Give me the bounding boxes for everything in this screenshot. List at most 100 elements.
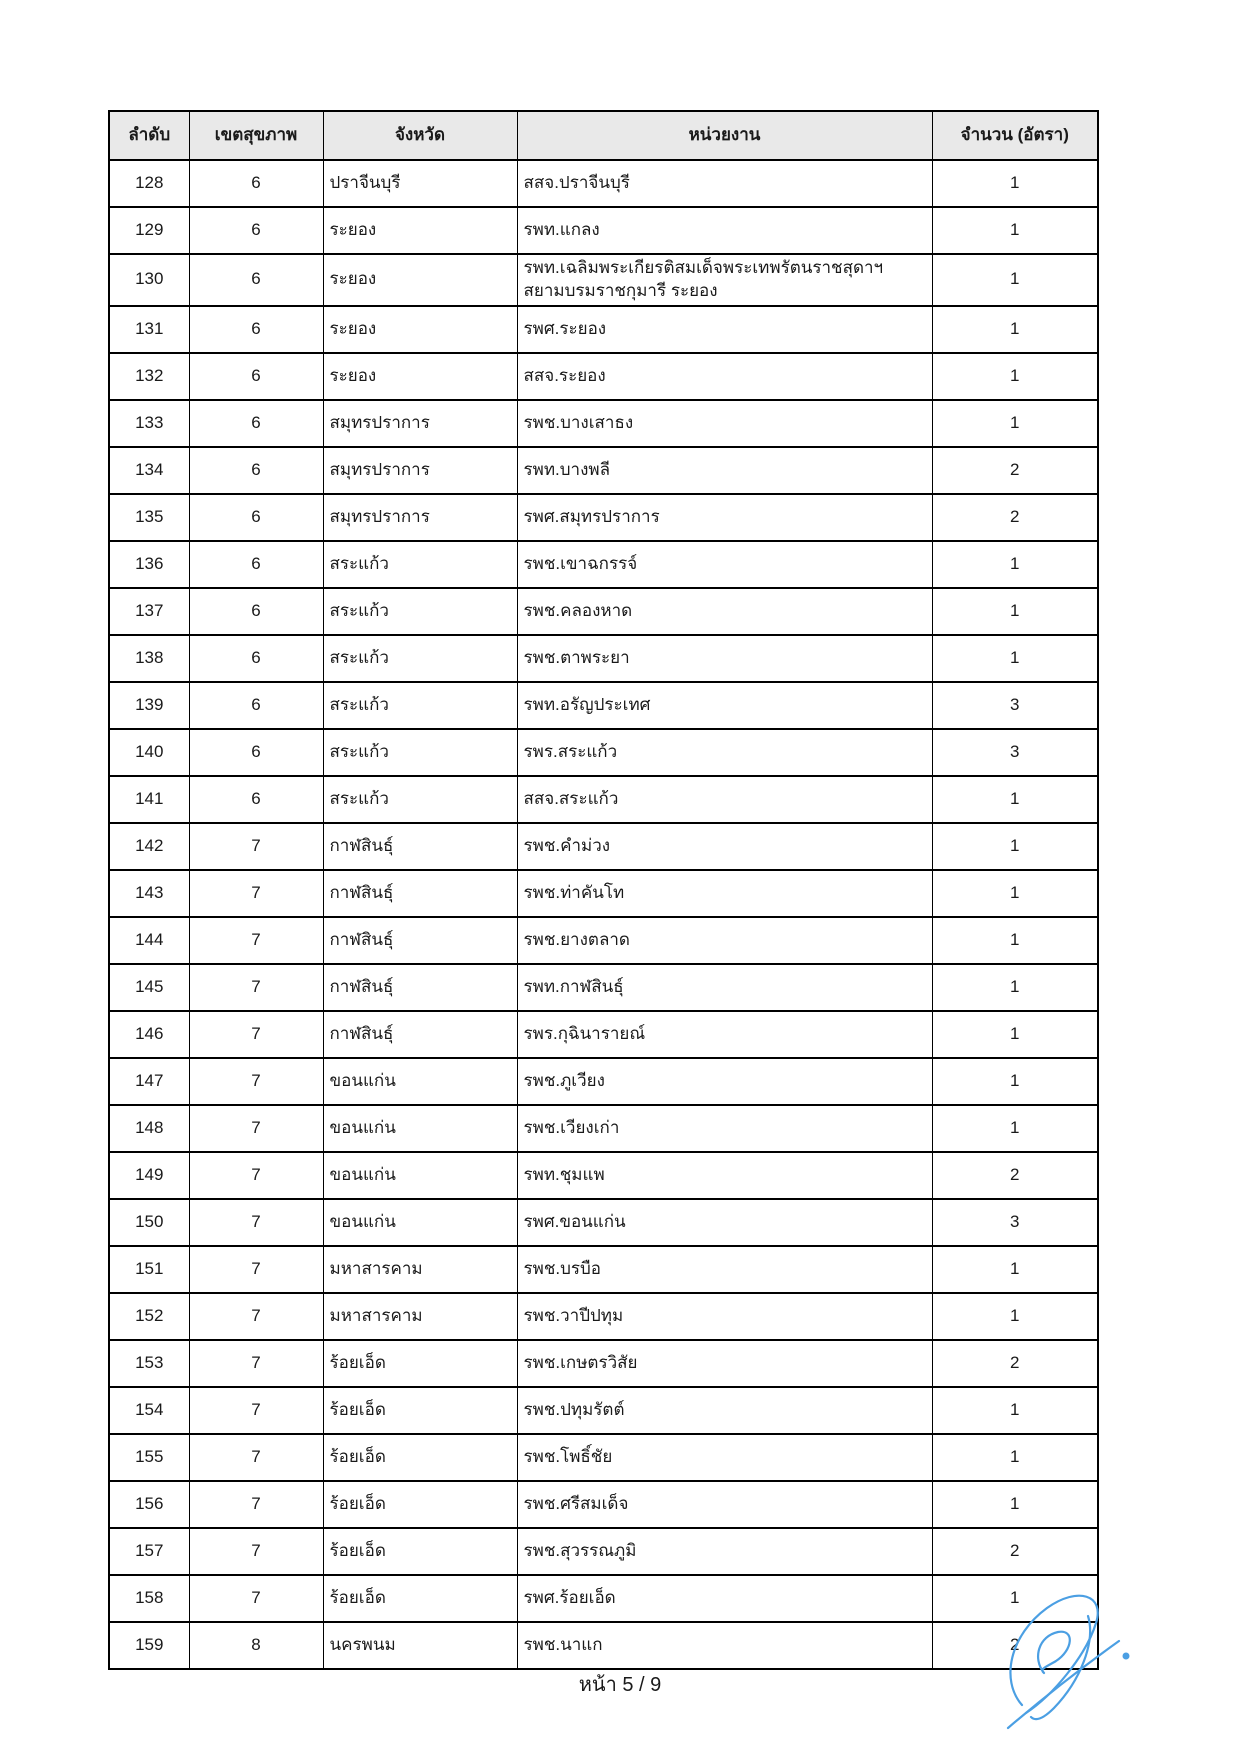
- table-row: 136 6 สระแก้ว รพช.เขาฉกรรจ์ 1: [108, 539, 1099, 589]
- table-cell: 1: [931, 1432, 1099, 1482]
- table-cell: 145: [108, 962, 190, 1012]
- table-cell: 6: [188, 304, 324, 354]
- table-cell: 7: [188, 915, 324, 965]
- table-cell: ระยอง: [322, 304, 518, 354]
- table-cell: 7: [188, 1338, 324, 1388]
- table-row: 148 7 ขอนแก่น รพช.เวียงเก่า 1: [108, 1103, 1099, 1153]
- table-row: 139 6 สระแก้ว รพท.อรัญประเทศ 3: [108, 680, 1099, 730]
- table-cell: 136: [108, 539, 190, 589]
- table-cell: 128: [108, 159, 190, 208]
- table-cell: 138: [108, 633, 190, 683]
- table-cell: รพศ.ระยอง: [516, 304, 933, 354]
- table-cell: ระยอง: [322, 253, 518, 307]
- table-cell: 7: [188, 1479, 324, 1529]
- table-cell: 6: [188, 351, 324, 401]
- table-cell: รพท.แกลง: [516, 206, 933, 255]
- table-row: 156 7 ร้อยเอ็ด รพช.ศรีสมเด็จ 1: [108, 1479, 1099, 1529]
- table-cell: 7: [188, 1009, 324, 1059]
- table-cell: 1: [931, 821, 1099, 871]
- table-row: 143 7 กาฬสินธุ์ รพช.ท่าคันโท 1: [108, 868, 1099, 918]
- table-cell: รพช.สุวรรณภูมิ: [516, 1526, 933, 1576]
- table-cell: นครพนม: [322, 1620, 518, 1670]
- table-row: 144 7 กาฬสินธุ์ รพช.ยางตลาด 1: [108, 915, 1099, 965]
- table-cell: 137: [108, 586, 190, 636]
- table-cell: 1: [931, 304, 1099, 354]
- table-cell: รพช.ตาพระยา: [516, 633, 933, 683]
- table-cell: 131: [108, 304, 190, 354]
- table-cell: ร้อยเอ็ด: [322, 1479, 518, 1529]
- table-cell: 3: [931, 1197, 1099, 1247]
- table-cell: 6: [188, 727, 324, 777]
- table-cell: 7: [188, 868, 324, 918]
- table-cell: 6: [188, 492, 324, 542]
- table-cell: 2: [931, 1526, 1099, 1576]
- table-cell: 1: [931, 1479, 1099, 1529]
- column-header: หน่วยงาน: [516, 110, 933, 161]
- table-cell: รพท.อรัญประเทศ: [516, 680, 933, 730]
- table-row: 138 6 สระแก้ว รพช.ตาพระยา 1: [108, 633, 1099, 683]
- table-cell: 155: [108, 1432, 190, 1482]
- table-row: 132 6 ระยอง สสจ.ระยอง 1: [108, 351, 1099, 401]
- table-cell: 7: [188, 1432, 324, 1482]
- table-cell: 1: [931, 1573, 1099, 1623]
- table-cell: ขอนแก่น: [322, 1150, 518, 1200]
- table-cell: 6: [188, 206, 324, 255]
- table-cell: 142: [108, 821, 190, 871]
- table-cell: 146: [108, 1009, 190, 1059]
- table-row: 157 7 ร้อยเอ็ด รพช.สุวรรณภูมิ 2: [108, 1526, 1099, 1576]
- table-cell: 133: [108, 398, 190, 448]
- table-cell: 143: [108, 868, 190, 918]
- table-cell: รพช.คลองหาด: [516, 586, 933, 636]
- table-cell: 2: [931, 1338, 1099, 1388]
- table-cell: 6: [188, 398, 324, 448]
- table-cell: ร้อยเอ็ด: [322, 1385, 518, 1435]
- table-cell: 130: [108, 253, 190, 307]
- table-cell: 148: [108, 1103, 190, 1153]
- table-cell: รพช.โพธิ์ชัย: [516, 1432, 933, 1482]
- table-cell: ขอนแก่น: [322, 1056, 518, 1106]
- table-cell: 6: [188, 445, 324, 495]
- table-cell: รพช.เขาฉกรรจ์: [516, 539, 933, 589]
- column-header: ลำดับ: [108, 110, 190, 161]
- table-row: 142 7 กาฬสินธุ์ รพช.คำม่วง 1: [108, 821, 1099, 871]
- table-row: 151 7 มหาสารคาม รพช.บรบือ 1: [108, 1244, 1099, 1294]
- table-cell: รพช.นาแก: [516, 1620, 933, 1670]
- table-cell: รพช.บรบือ: [516, 1244, 933, 1294]
- table-cell: มหาสารคาม: [322, 1291, 518, 1341]
- table-cell: 147: [108, 1056, 190, 1106]
- table-cell: ร้อยเอ็ด: [322, 1338, 518, 1388]
- table-cell: รพช.คำม่วง: [516, 821, 933, 871]
- table-cell: 7: [188, 1103, 324, 1153]
- table-cell: รพช.ปทุมรัตต์: [516, 1385, 933, 1435]
- table-cell: 1: [931, 206, 1099, 255]
- table-cell: 2: [931, 1620, 1099, 1670]
- table-cell: 1: [931, 774, 1099, 824]
- table-cell: 7: [188, 1244, 324, 1294]
- table-cell: รพช.ภูเวียง: [516, 1056, 933, 1106]
- page-number-footer: หน้า 5 / 9: [578, 1674, 662, 1696]
- table-cell: 1: [931, 1103, 1099, 1153]
- table-cell: 1: [931, 398, 1099, 448]
- table-row: 146 7 กาฬสินธุ์ รพร.กุฉินารายณ์ 1: [108, 1009, 1099, 1059]
- table-cell: 135: [108, 492, 190, 542]
- table-cell: รพท.บางพลี: [516, 445, 933, 495]
- table-cell: 140: [108, 727, 190, 777]
- table-cell: ร้อยเอ็ด: [322, 1526, 518, 1576]
- table-cell: รพช.เวียงเก่า: [516, 1103, 933, 1153]
- table-cell: 1: [931, 915, 1099, 965]
- table-cell: สมุทรปราการ: [322, 445, 518, 495]
- table-row: 155 7 ร้อยเอ็ด รพช.โพธิ์ชัย 1: [108, 1432, 1099, 1482]
- table-cell: สมุทรปราการ: [322, 398, 518, 448]
- table-cell: 7: [188, 1197, 324, 1247]
- table-cell: กาฬสินธุ์: [322, 868, 518, 918]
- table-cell: 1: [931, 253, 1099, 307]
- table-cell: 149: [108, 1150, 190, 1200]
- table-cell: สสจ.สระแก้ว: [516, 774, 933, 824]
- table-cell: ระยอง: [322, 206, 518, 255]
- table-cell: ร้อยเอ็ด: [322, 1573, 518, 1623]
- table-cell: รพช.บางเสาธง: [516, 398, 933, 448]
- table-cell: 1: [931, 962, 1099, 1012]
- table-cell: 7: [188, 821, 324, 871]
- table-cell: รพช.เกษตรวิสัย: [516, 1338, 933, 1388]
- table-row: 145 7 กาฬสินธุ์ รพท.กาฬสินธุ์ 1: [108, 962, 1099, 1012]
